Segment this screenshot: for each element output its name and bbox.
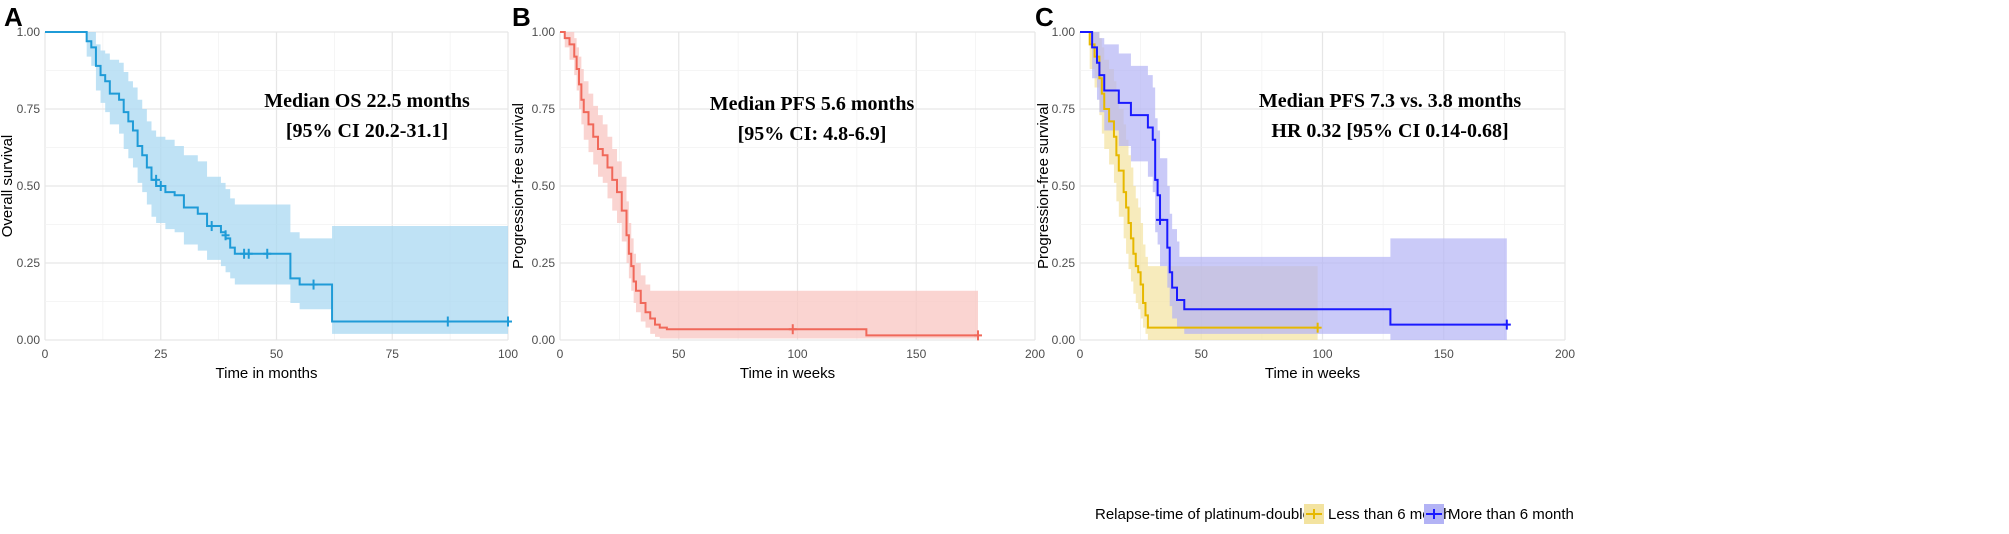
censor-mark bbox=[1502, 319, 1511, 330]
x-tick-label: 0 bbox=[42, 347, 49, 361]
x-tick-label: 200 bbox=[1555, 347, 1575, 361]
annotation-line-1: Median PFS 7.3 vs. 3.8 months bbox=[1259, 90, 1521, 112]
annotation-line-2: HR 0.32 [95% CI 0.14-0.68] bbox=[1271, 120, 1508, 142]
y-tick-label: 1.00 bbox=[532, 25, 556, 39]
y-axis-title: Progression-free survival bbox=[1035, 103, 1052, 269]
x-tick-label: 150 bbox=[1434, 347, 1454, 361]
censor-mark bbox=[1313, 322, 1322, 333]
y-tick-label: 0.25 bbox=[1052, 256, 1076, 270]
y-tick-label: 0.75 bbox=[532, 102, 556, 116]
censor-mark bbox=[443, 316, 452, 327]
y-tick-label: 0.00 bbox=[532, 333, 556, 347]
x-tick-label: 75 bbox=[386, 347, 400, 361]
panel-letter-B: B bbox=[512, 2, 531, 32]
censor-mark bbox=[207, 221, 216, 232]
survival-step-line-1 bbox=[1080, 31, 1318, 329]
y-tick-label: 0.50 bbox=[17, 179, 41, 193]
annotation-line-2: [95% CI: 4.8-6.9] bbox=[738, 123, 887, 145]
x-tick-label: 150 bbox=[906, 347, 926, 361]
censor-mark bbox=[1156, 214, 1165, 225]
legend-label: Less than 6 month bbox=[1328, 506, 1451, 523]
survival-step-line bbox=[45, 31, 508, 323]
censor-mark bbox=[263, 248, 272, 259]
y-tick-label: 0.25 bbox=[532, 256, 556, 270]
censor-mark bbox=[974, 330, 982, 341]
y-tick-label: 0.50 bbox=[1052, 179, 1076, 193]
x-tick-label: 50 bbox=[1195, 347, 1209, 361]
x-tick-label: 100 bbox=[787, 347, 807, 361]
y-tick-label: 0.75 bbox=[17, 102, 41, 116]
x-tick-label: 200 bbox=[1025, 347, 1045, 361]
panel-letter-A: A bbox=[4, 2, 23, 32]
legend-label: More than 6 month bbox=[1448, 506, 1574, 523]
censor-mark bbox=[244, 248, 253, 259]
censor-mark bbox=[221, 230, 230, 241]
panel-C: C 0 50 100 150 200 0.00 0.25 0.50 0.75 1.00 Time in… bbox=[1035, 2, 1575, 524]
x-axis-title: Time in months bbox=[216, 365, 318, 382]
survival-step-line bbox=[560, 31, 978, 337]
survival-step-line-2 bbox=[1080, 31, 1507, 326]
panel-letter-C: C bbox=[1035, 2, 1054, 32]
legend-title: Relapse-time of platinum-doublet bbox=[1095, 506, 1316, 523]
y-tick-label: 1.00 bbox=[17, 25, 41, 39]
confidence-band bbox=[560, 32, 978, 339]
annotation-line-2: [95% CI 20.2-31.1] bbox=[286, 120, 448, 142]
y-tick-label: 0.00 bbox=[17, 333, 41, 347]
confidence-band-1 bbox=[1080, 32, 1318, 340]
y-tick-label: 0.75 bbox=[1052, 102, 1076, 116]
x-tick-label: 100 bbox=[1312, 347, 1332, 361]
y-axis-title: Overall survival bbox=[0, 135, 16, 238]
panel-B: B 0 50 100 150 200 0.00 0.25 0.50 0.75 1.00 Time in… bbox=[510, 2, 1045, 382]
legend: Relapse-time of platinum-doublet Less tha… bbox=[1095, 504, 1574, 524]
y-axis-title: Progression-free survival bbox=[510, 103, 527, 269]
censor-mark bbox=[152, 174, 161, 185]
x-axis-title: Time in weeks bbox=[740, 365, 835, 382]
x-tick-label: 100 bbox=[498, 347, 518, 361]
panel-A: A 0 25 50 75 100 0.00 0.25 0.50 0.75 1.00 Time in m… bbox=[0, 2, 518, 382]
annotation-line-1: Median OS 22.5 months bbox=[264, 90, 470, 112]
x-tick-label: 0 bbox=[1077, 347, 1084, 361]
x-tick-label: 0 bbox=[557, 347, 564, 361]
censor-mark bbox=[309, 279, 318, 290]
x-tick-label: 25 bbox=[154, 347, 168, 361]
y-tick-label: 1.00 bbox=[1052, 25, 1076, 39]
y-tick-label: 0.25 bbox=[17, 256, 41, 270]
x-tick-label: 50 bbox=[270, 347, 284, 361]
censor-mark bbox=[788, 324, 797, 335]
x-axis-title: Time in weeks bbox=[1265, 365, 1360, 382]
confidence-band-2 bbox=[1080, 32, 1507, 340]
y-tick-label: 0.00 bbox=[1052, 333, 1076, 347]
annotation-line-1: Median PFS 5.6 months bbox=[710, 93, 915, 115]
y-tick-label: 0.50 bbox=[532, 179, 556, 193]
confidence-band bbox=[45, 32, 508, 334]
censor-mark bbox=[156, 181, 165, 191]
censor-mark bbox=[504, 316, 512, 327]
x-tick-label: 50 bbox=[672, 347, 686, 361]
